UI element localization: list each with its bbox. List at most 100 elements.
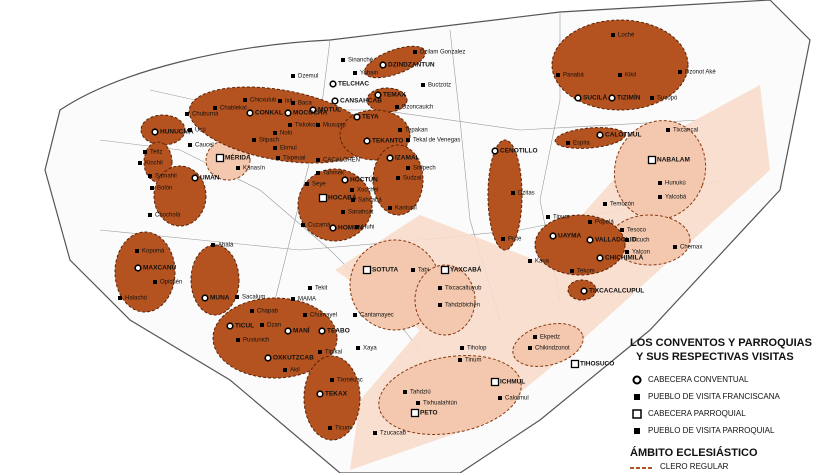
visita-marker [388,206,392,210]
place-label: Tahdziú [410,390,431,396]
place-label: Tiholop [467,346,487,352]
place-label: Ucú [195,128,206,134]
legend: LOS CONVENTOS Y PARROQUIAS Y SUS RESPECT… [630,337,812,471]
parroquial-marker [490,377,500,387]
visita-marker [283,368,287,372]
places: Dzilam Gonzalez DZINDZANTUN Buctzotz Yobain… [118,33,716,437]
visita-marker [658,181,662,185]
visita-marker [528,346,532,350]
place-label: Caucel [195,143,214,149]
place-label: MANÍ [293,326,310,335]
place-label: Yalcobá [665,195,687,201]
place-label: Tahdzibichén [445,303,480,309]
secular-region [609,214,691,266]
place-label: Tipikal [325,350,342,356]
visita-marker [316,158,320,162]
place-label: Tekit [315,286,328,292]
place-label: Nolo [280,131,293,137]
conventual-marker [329,224,337,232]
visita-marker [566,141,570,145]
place-label: Kanasín [243,166,265,172]
visita-marker [673,245,677,249]
visita-marker [546,215,550,219]
place-label: ICHMUL [500,379,525,386]
place-label: Muxupip [323,123,346,129]
visita-marker [148,174,152,178]
place-label: Tixcacaltuyub [445,286,482,292]
place-label: Chumayel [310,313,337,319]
place-label: Dzilam Gonzalez [420,50,465,56]
regular-region [114,231,176,313]
visita-marker [235,295,239,299]
visita-marker [328,426,332,430]
visita-marker [625,238,629,242]
place-label: HUNUCMÁ [160,127,194,136]
place-label: Tixpeual [283,156,305,162]
place-label: Yobain [360,71,378,77]
visita-marker [213,106,217,110]
conventual-marker [309,106,317,114]
place-label: Tixkokob [295,123,319,129]
visita-marker [276,156,280,160]
visita-marker [351,198,355,202]
visita-marker [308,286,312,290]
place-label: IZAMAL [395,155,420,162]
place-label: VALLADOLID [595,237,637,244]
conventual-marker [379,61,387,69]
place-label: Xocchel [357,188,378,194]
visita-marker [650,96,654,100]
visita-marker [406,138,410,142]
place-label: SOTUTA [372,267,399,274]
regular-region [190,244,240,316]
place-label: Calotmul [505,396,529,402]
place-label: Sanahcat [348,210,374,216]
place-label: DZINDZANTUN [388,62,435,69]
place-label: Dzoncauich [402,105,433,111]
place-label: TELCHAC [338,81,369,88]
regular-region [554,127,626,149]
place-label: Dzitas [518,191,535,197]
visita-marker [148,213,152,217]
visita-marker [211,243,215,247]
place-label: TEKAX [325,391,348,398]
visita-marker [498,396,502,400]
place-label: Ekmul [280,146,297,152]
visita-marker [421,83,425,87]
parroquial-marker [410,408,420,418]
place-label: HOMUN [338,225,363,232]
visita-marker [260,323,264,327]
place-label: Dzan [267,323,281,329]
place-label: Sitilpech [413,166,436,172]
place-label: TIXCACALCUPUL [589,288,644,295]
conventual-marker [574,94,582,102]
parroquial-marker [318,193,328,203]
place-label: HOCTÚN [350,175,378,184]
conventual-marker [246,109,254,117]
visita-marker [291,101,295,105]
visita-marker [570,269,574,273]
visita-marker [318,350,322,354]
legend-title: LOS CONVENTOS Y PARROQUIAS [630,337,812,349]
regions [114,19,707,441]
visita-marker [373,431,377,435]
place-label: Tepakan [405,128,428,134]
visita-marker [618,73,622,77]
visita-marker [118,296,122,300]
place-label: Sitpach [259,138,279,144]
visita-marker [153,280,157,284]
place-label: Dzemul [298,74,318,80]
place-label: Loché [618,33,635,39]
visita-marker [603,202,607,206]
place-label: Cantamayec [360,313,394,319]
place-label: Kantunil [395,206,417,212]
place-label: TIHOSUCO [580,361,614,368]
place-label: TICUL [235,323,254,330]
place-label: Pustunich [243,338,269,344]
visita-marker [438,286,442,290]
legend-item: CABECERA PARROQUIAL [648,409,746,418]
place-label: Tinum [553,215,569,221]
conventual-marker [374,91,382,99]
regular-region [364,45,426,79]
place-label: CALOTMUL [605,132,641,139]
place-label: Tabi [418,268,429,274]
